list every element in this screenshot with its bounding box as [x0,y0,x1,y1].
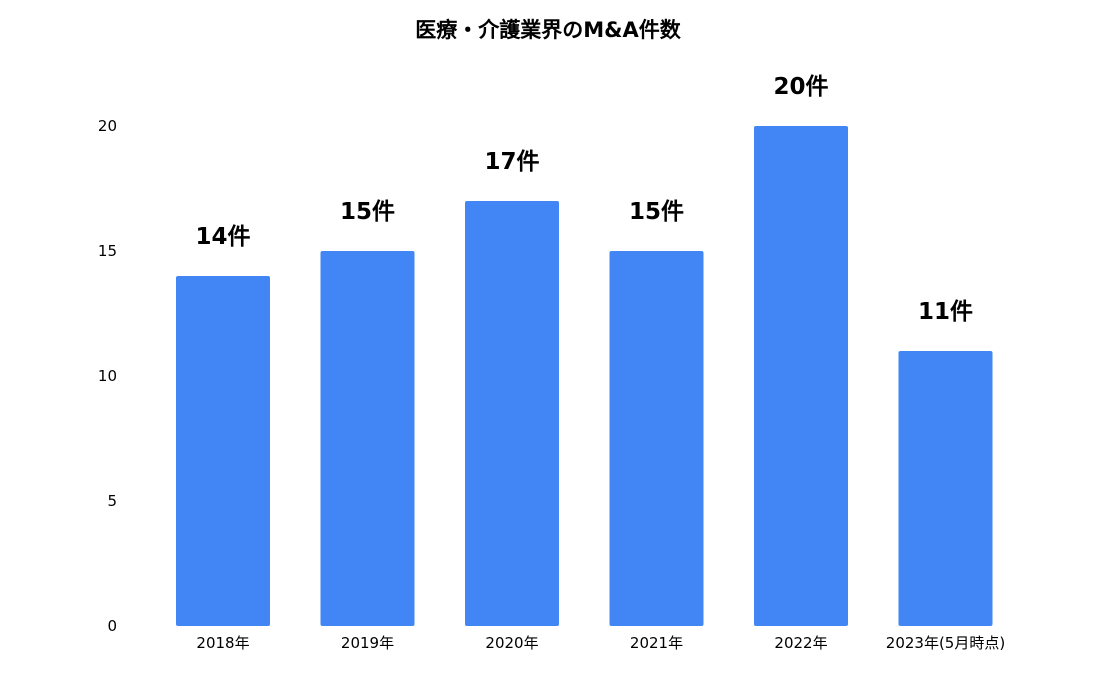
bar [898,351,993,626]
x-category-label: 2020年 [485,634,538,652]
bar [754,126,848,626]
y-tick-label: 15 [98,242,117,260]
data-label: 15件 [340,199,395,225]
data-label: 11件 [918,299,973,325]
x-category-label: 2019年 [341,634,394,652]
y-tick-label: 10 [98,367,117,385]
data-label: 14件 [195,224,250,250]
y-tick-label: 0 [107,617,117,635]
x-category-label: 2018年 [196,634,249,652]
bar [176,276,270,626]
chart-title: 医療・介護業界のM&A件数 [415,18,681,42]
data-label: 20件 [773,74,828,100]
bar [320,251,415,626]
data-label: 17件 [484,149,539,175]
bar [609,251,704,626]
data-label: 15件 [629,199,684,225]
y-tick-label: 5 [107,492,117,510]
y-tick-label: 20 [98,117,117,135]
x-category-label: 2021年 [630,634,683,652]
bar [465,201,559,626]
x-category-label: 2022年 [774,634,827,652]
x-category-label: 2023年(5月時点) [886,634,1005,652]
